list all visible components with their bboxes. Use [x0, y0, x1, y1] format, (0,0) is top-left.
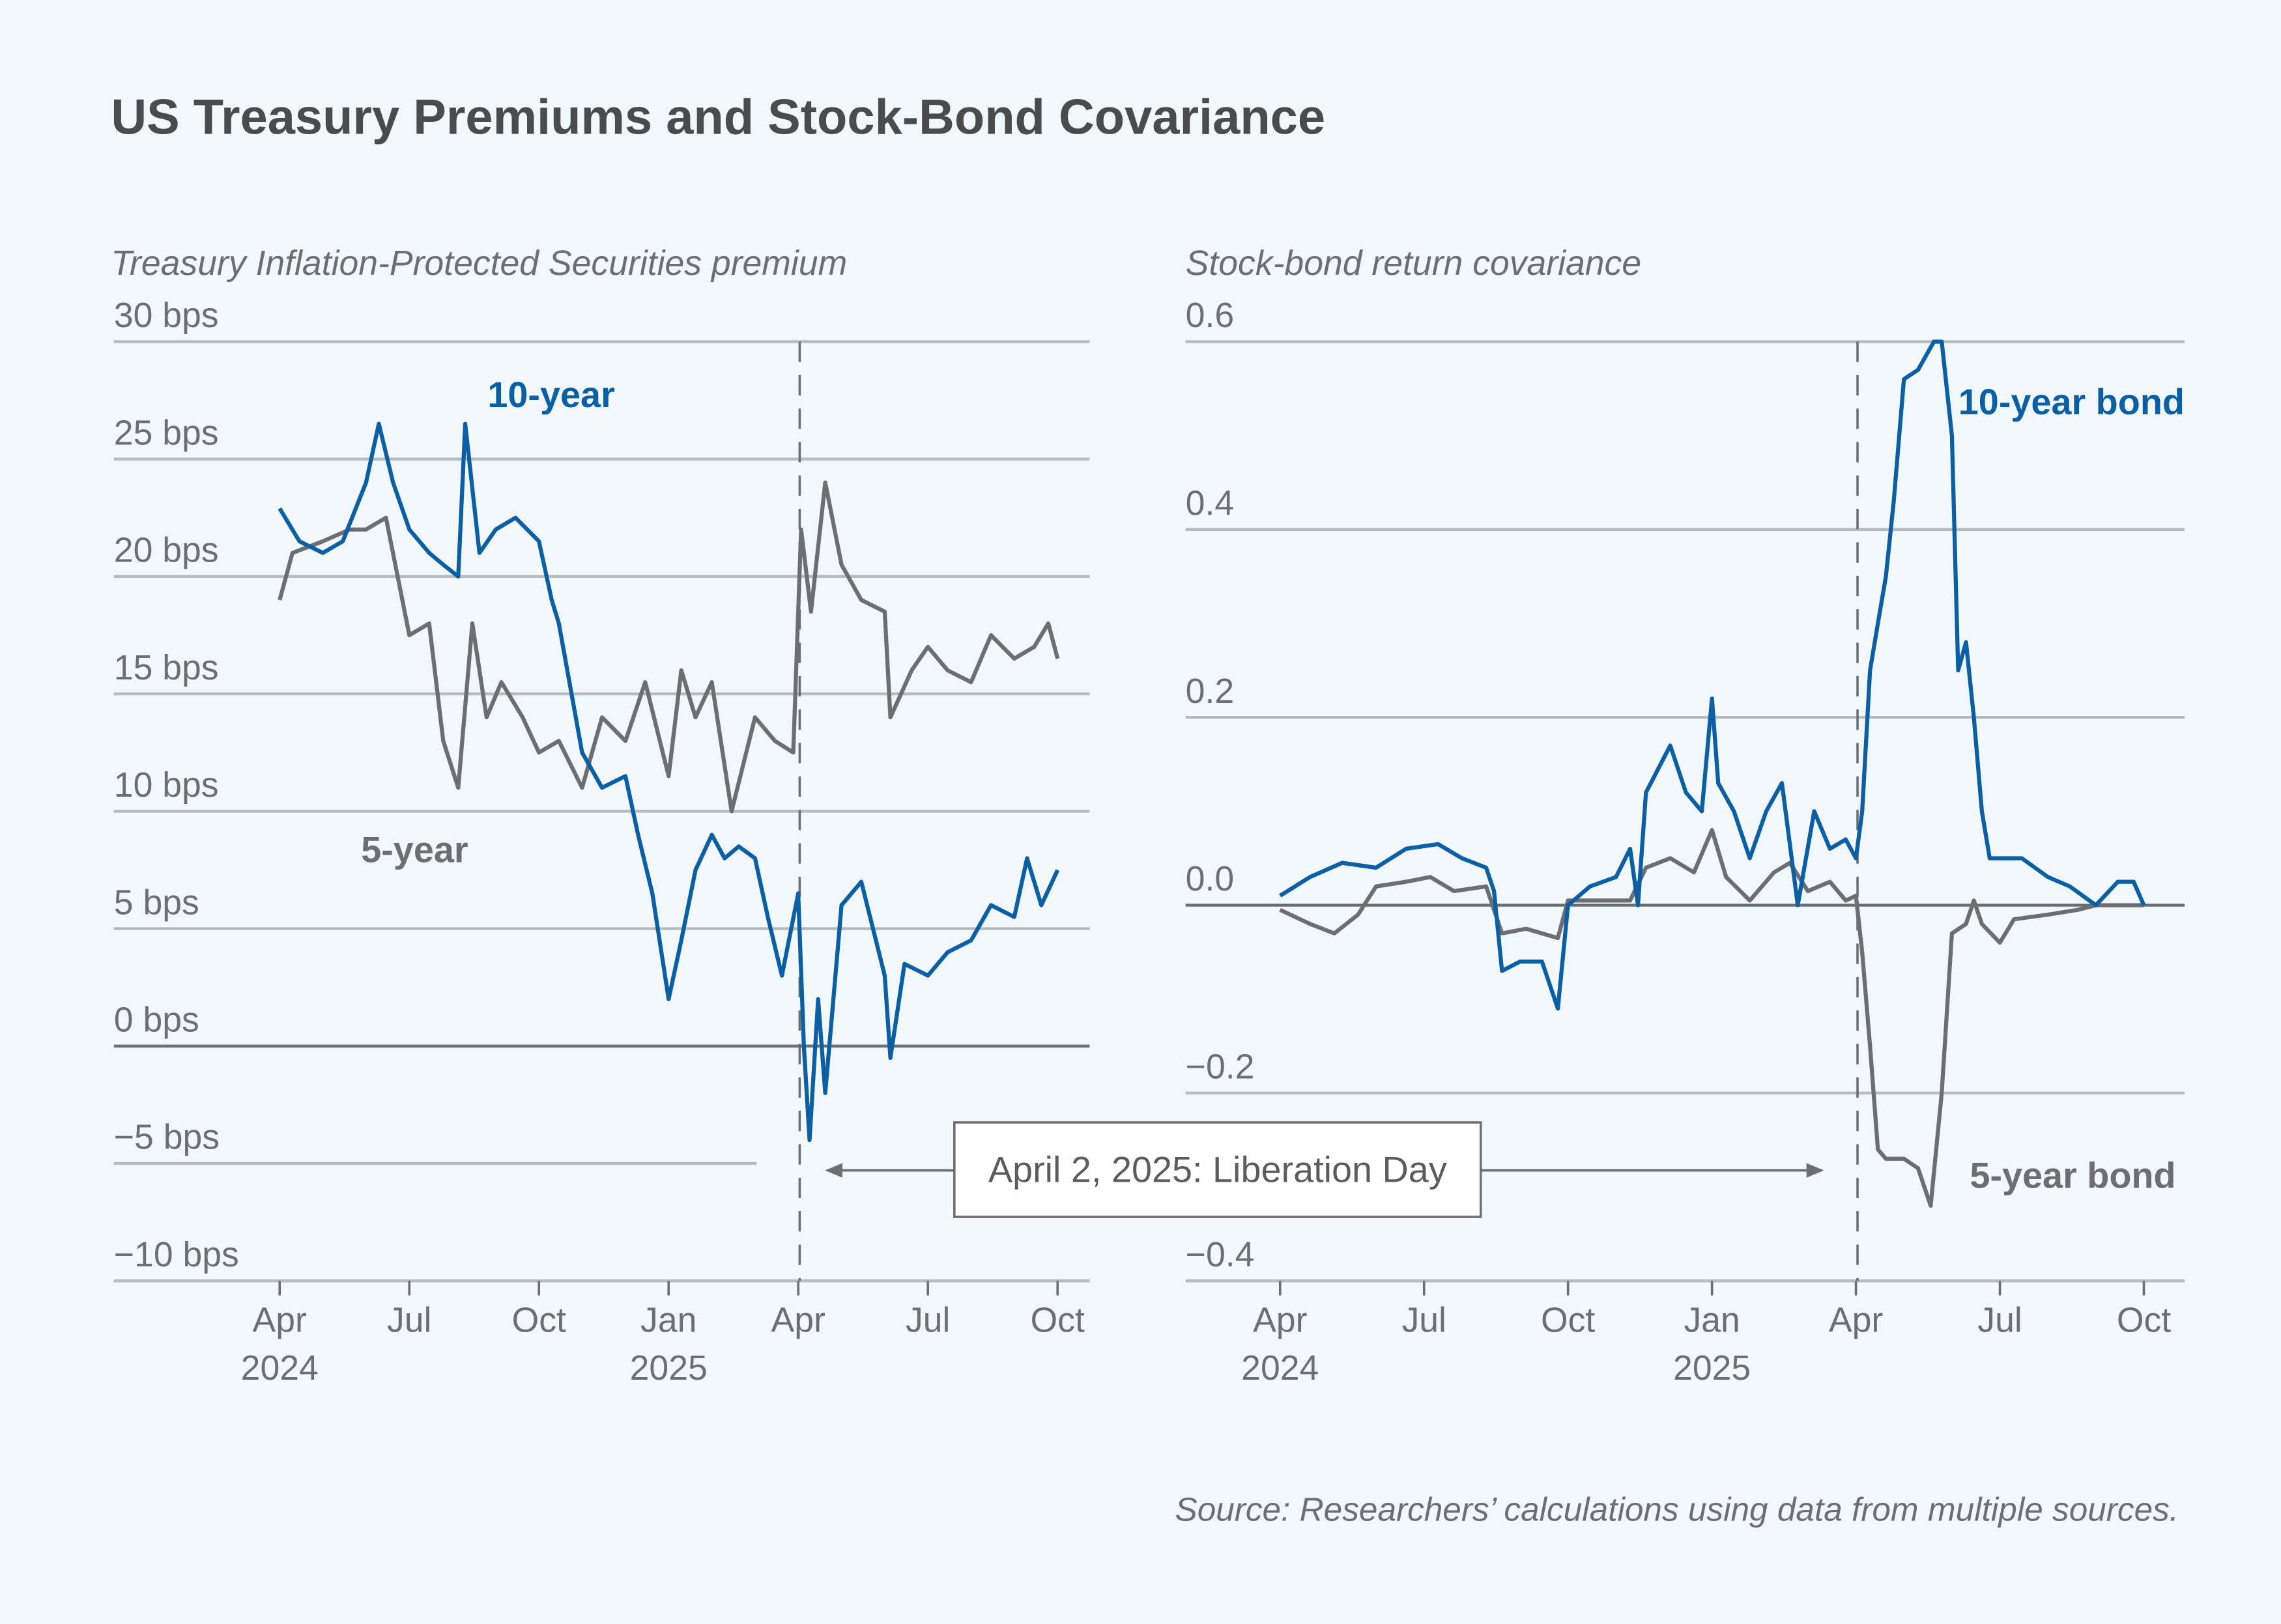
- right-panel-title: Stock-bond return covariance: [1186, 244, 1641, 283]
- annotation-box: [953, 1121, 1482, 1218]
- label-10-year: 10-year: [487, 374, 614, 415]
- label-5-year: 5-year: [361, 829, 468, 870]
- y-tick-label: −5 bps: [114, 1118, 220, 1157]
- y-tick-label: 15 bps: [114, 649, 219, 687]
- arrow-head-left-icon: [825, 1163, 842, 1178]
- y-tick-label: 20 bps: [114, 532, 219, 570]
- annotation-text: April 2, 2025: Liberation Day: [988, 1149, 1447, 1190]
- label-10-year-bond: 10-year bond: [1958, 381, 2185, 422]
- x-tick-label: Apr: [1829, 1301, 1883, 1339]
- y-tick-label: −0.4: [1186, 1236, 1255, 1274]
- label-5-year-bond: 5-year bond: [1970, 1154, 2175, 1195]
- series-line-10-year-bond: [1279, 339, 2146, 1011]
- y-tick-label: 0 bps: [114, 1001, 199, 1040]
- y-tick-label: 10 bps: [114, 766, 219, 805]
- x-tick-label: Apr: [1253, 1301, 1307, 1339]
- x-tick-year: 2025: [630, 1349, 708, 1388]
- series-label-left-10-year: 10-year: [487, 374, 614, 415]
- x-tick-label: Oct: [1031, 1301, 1085, 1339]
- x-tick-label: Apr: [771, 1301, 825, 1339]
- series-line-5-year-bond: [1279, 828, 2144, 1208]
- source-note: Source: Researchers’ calculations using …: [1175, 1491, 2179, 1528]
- x-tick-label: Jul: [1401, 1301, 1446, 1339]
- y-tick-label: 0.0: [1186, 860, 1234, 898]
- chart-title: US Treasury Premiums and Stock-Bond Cova…: [111, 89, 1325, 145]
- series-line-5-year: [278, 480, 1060, 814]
- arrow-head-right-icon: [1806, 1163, 1824, 1178]
- y-tick-label: 0.6: [1186, 296, 1234, 335]
- right-panel: 0.6 0.4 0.2 0.0 −0.2 −0.4 Apr 2024 Jul Oct Jan 2025…: [1186, 296, 2185, 1388]
- x-tick-label: Jul: [387, 1301, 431, 1339]
- x-tick-year: 2024: [1241, 1349, 1319, 1388]
- y-tick-label: 0.4: [1186, 485, 1234, 523]
- x-tick-label: Apr: [253, 1301, 307, 1339]
- x-tick-year: 2025: [1673, 1349, 1751, 1388]
- x-tick-label: Jul: [906, 1301, 950, 1339]
- x-tick-label: Jan: [1684, 1301, 1740, 1339]
- x-tick-year: 2024: [241, 1349, 319, 1388]
- left-panel: 30 bps 25 bps 20 bps 15 bps 10 bps 5 bps 0 bps…: [114, 296, 1090, 1388]
- series-line-10-year: [278, 421, 1060, 1143]
- y-tick-label: 25 bps: [114, 414, 219, 452]
- y-tick-label: 5 bps: [114, 883, 199, 922]
- left-panel-title: Treasury Inflation-Protected Securities …: [111, 244, 847, 283]
- annotation: April 2, 2025: Liberation Day: [825, 1121, 1824, 1218]
- x-tick-label: Oct: [2117, 1301, 2171, 1339]
- y-tick-label: −0.2: [1186, 1048, 1255, 1087]
- y-tick-label: 0.2: [1186, 672, 1234, 711]
- x-tick-label: Jan: [640, 1301, 696, 1339]
- x-tick-label: Oct: [512, 1301, 566, 1339]
- y-tick-label: −10 bps: [114, 1236, 239, 1274]
- x-tick-label: Jul: [1977, 1301, 2022, 1339]
- y-tick-label: 30 bps: [114, 296, 219, 335]
- x-tick-label: Oct: [1541, 1301, 1595, 1339]
